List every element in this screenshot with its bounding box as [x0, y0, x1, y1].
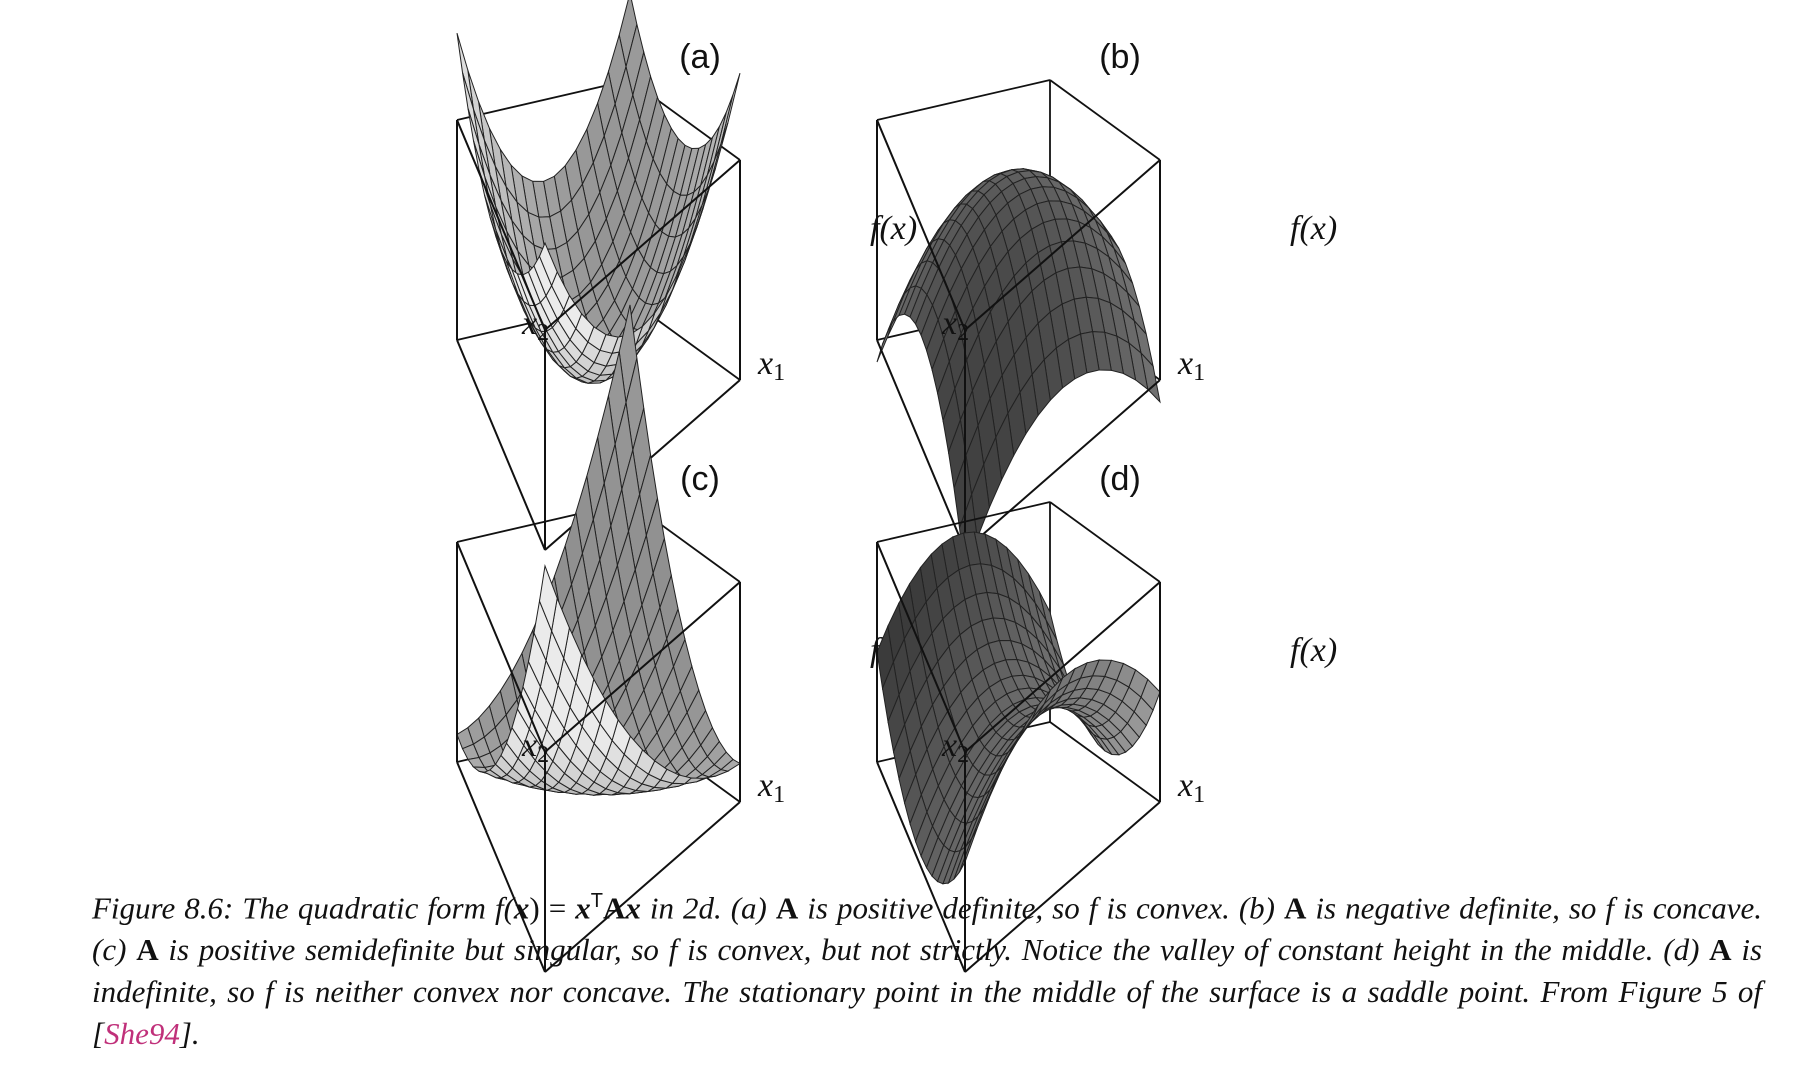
x2-axis-label: x2 — [522, 305, 549, 347]
x1-axis-label: x1 — [1178, 345, 1205, 387]
surface-patch — [457, 33, 473, 109]
x1-axis-label: x1 — [1178, 767, 1205, 809]
panel-b: (b) f(x) x2 x1 — [920, 30, 1390, 430]
panel-d: (d) f(x) x2 x1 — [920, 452, 1390, 852]
citation-link[interactable]: She94 — [104, 1016, 180, 1051]
figure-caption: Figure 8.6: The quadratic form f(x) = xT… — [92, 880, 1762, 1055]
surface-patch — [721, 73, 740, 144]
x1-axis-label: x1 — [758, 345, 785, 387]
fx-axis-label: f(x) — [1290, 210, 1337, 248]
x2-axis-label: x2 — [522, 727, 549, 769]
box-edge — [1050, 80, 1160, 160]
panel-a: (a) f(x) x2 x1 — [500, 30, 970, 430]
x2-axis-label: x2 — [942, 727, 969, 769]
x2-axis-label: x2 — [942, 305, 969, 347]
x1-axis-label: x1 — [758, 767, 785, 809]
box-edge — [1050, 502, 1160, 582]
fx-axis-label: f(x) — [1290, 632, 1337, 670]
